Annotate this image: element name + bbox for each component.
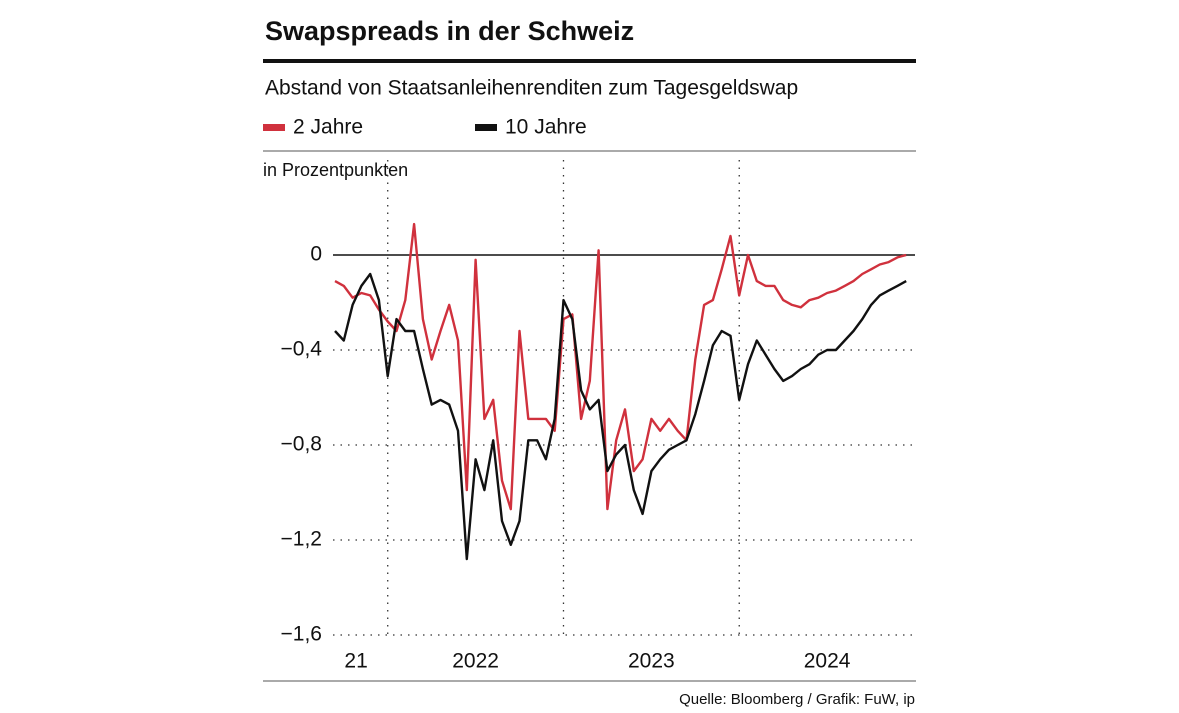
legend-swatch <box>475 124 497 131</box>
x-tick-label: 21 <box>344 650 367 673</box>
y-tick-label: −0,4 <box>281 338 323 361</box>
x-tick-label: 2022 <box>452 650 499 673</box>
y-tick-label: −1,6 <box>281 623 322 646</box>
x-tick-label: 2023 <box>628 650 675 673</box>
y-tick-label: −0,8 <box>281 433 322 456</box>
y-axis-label: in Prozentpunkten <box>263 160 408 180</box>
legend-swatch <box>263 124 285 131</box>
chart-title: Swapspreads in der Schweiz <box>265 16 634 46</box>
chart-subtitle: Abstand von Staatsanleihenrenditen zum T… <box>265 77 798 100</box>
y-tick-label: −1,2 <box>281 528 322 551</box>
legend-label: 2 Jahre <box>293 116 363 139</box>
series-line <box>334 272 907 561</box>
x-tick-label: 2024 <box>804 650 851 673</box>
y-tick-label: 0 <box>310 243 322 266</box>
source: Quelle: Bloomberg / Grafik: FuW, ip <box>679 691 915 708</box>
series-line <box>334 222 907 511</box>
legend-label: 10 Jahre <box>505 116 587 139</box>
title-rule <box>263 59 916 63</box>
